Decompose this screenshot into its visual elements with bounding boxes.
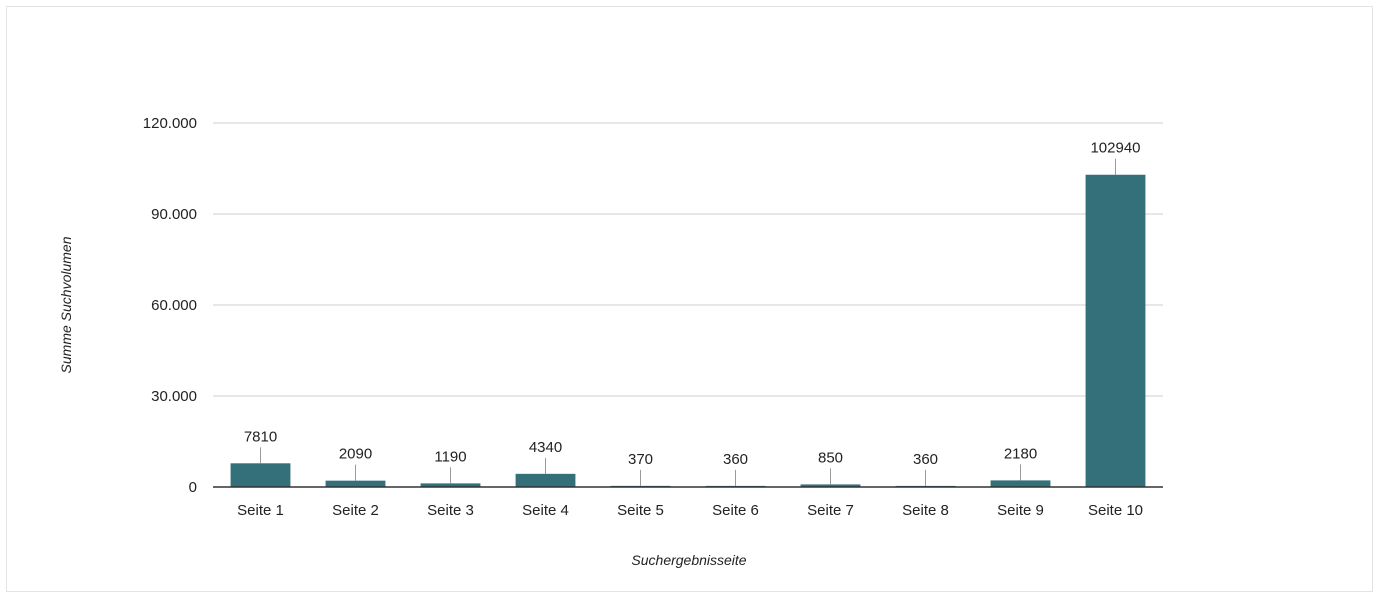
data-label: 850 (818, 449, 843, 466)
x-tick-label: Seite 9 (997, 502, 1044, 519)
x-tick-label: Seite 6 (712, 502, 759, 519)
bar (800, 484, 861, 487)
y-tick-label: 60.000 (151, 297, 197, 314)
x-axis-title: Suchergebnisseite (631, 552, 746, 568)
y-tick-label: 120.000 (143, 115, 197, 132)
labels: 0 30.000 60.000 90.000 120.000 7810 Seite 1 209… (143, 115, 1143, 519)
x-tick-label: Seite 7 (807, 502, 854, 519)
data-label: 1190 (434, 448, 466, 465)
data-label: 2180 (1004, 445, 1037, 462)
data-label: 360 (723, 451, 748, 468)
x-tick-label: Seite 10 (1088, 502, 1143, 519)
x-tick-label: Seite 3 (427, 502, 474, 519)
data-label: 102940 (1090, 140, 1140, 157)
bar (1085, 174, 1146, 488)
x-tick-label: Seite 1 (237, 502, 284, 519)
bar (325, 480, 386, 487)
x-tick-label: Seite 5 (617, 502, 664, 519)
y-axis-title: Summe Suchvolumen (58, 236, 74, 373)
data-label: 2090 (339, 446, 372, 463)
x-tick-label: Seite 2 (332, 502, 379, 519)
bars (230, 174, 1146, 488)
data-label: 360 (913, 451, 938, 468)
gridlines (213, 122, 1163, 397)
y-tick-label: 0 (189, 479, 197, 496)
bar (230, 463, 291, 487)
bar (990, 480, 1051, 487)
bar (420, 483, 481, 487)
y-tick-label: 30.000 (151, 388, 197, 405)
data-label: 370 (628, 451, 653, 468)
data-label: 4340 (529, 439, 562, 456)
x-tick-label: Seite 4 (522, 502, 569, 519)
bar (515, 473, 576, 487)
x-tick-label: Seite 8 (902, 502, 949, 519)
y-tick-label: 90.000 (151, 206, 197, 223)
data-label: 7810 (244, 428, 277, 445)
